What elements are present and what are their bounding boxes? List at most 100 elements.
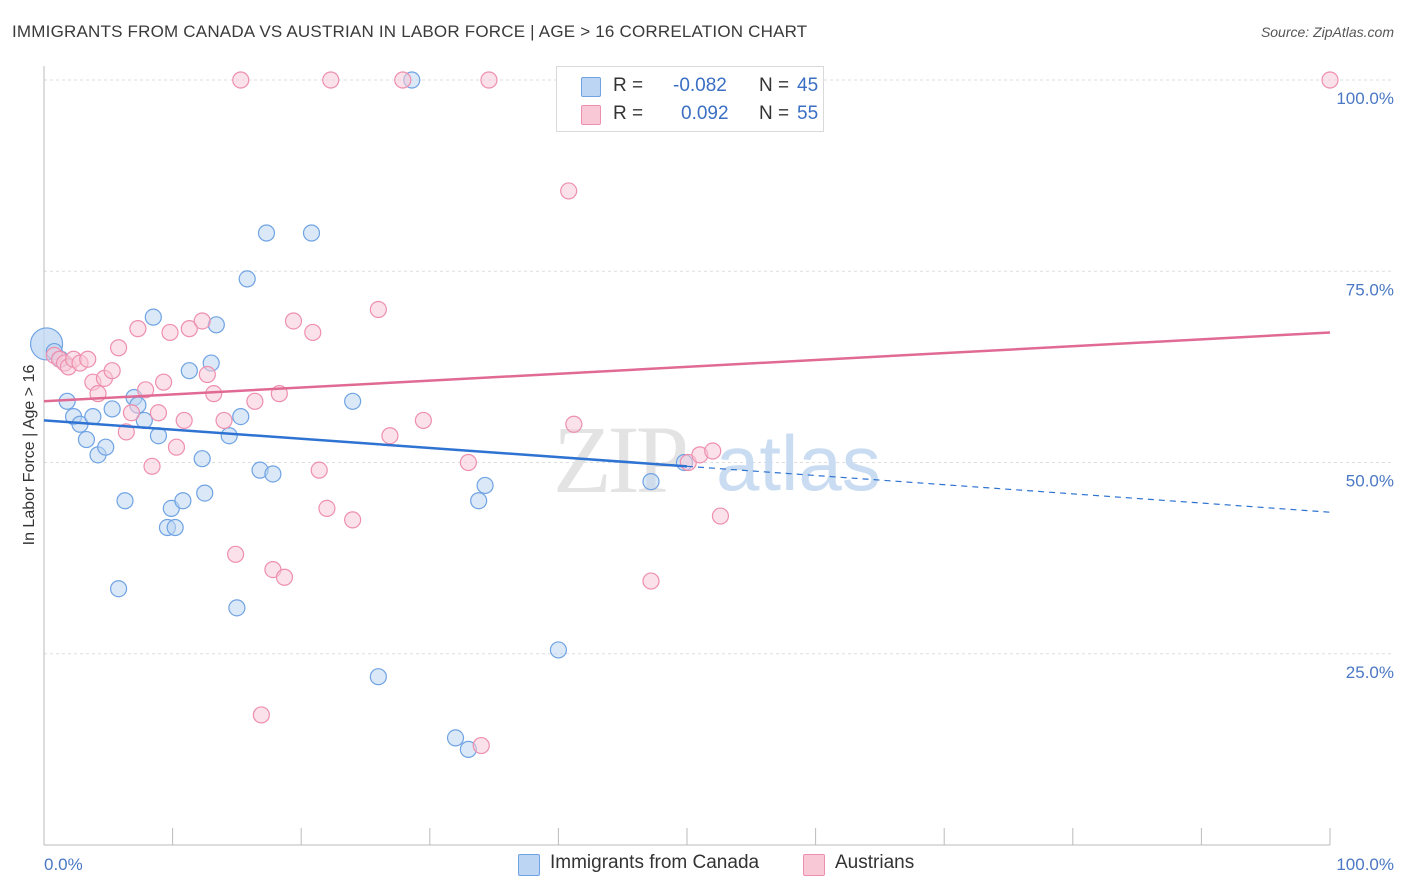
data-point (322, 71, 340, 89)
grid-lines (44, 79, 1394, 655)
r-value: -0.082 (673, 75, 727, 96)
n-value: 45 (797, 75, 819, 96)
data-point (193, 450, 211, 468)
n-label: N = (759, 75, 790, 96)
data-point (275, 568, 294, 586)
data-point (446, 729, 465, 747)
watermark: ZIP atlas (553, 406, 881, 513)
data-point (642, 572, 660, 590)
data-point (79, 350, 97, 368)
data-point (161, 323, 179, 342)
data-point (174, 492, 192, 510)
n-label: N = (759, 103, 790, 124)
data-point (77, 430, 96, 449)
data-point (84, 408, 102, 426)
legend-swatch-canada (518, 854, 540, 876)
data-point (264, 465, 282, 483)
r-label: R = (613, 75, 644, 96)
y-tick-label: 25.0% (1346, 663, 1394, 682)
data-point (154, 373, 173, 391)
trend-line-austrians (43, 331, 1331, 403)
data-point (344, 392, 362, 410)
legend-label-canada: Immigrants from Canada (550, 852, 760, 873)
data-point (394, 71, 412, 89)
trend-lines (43, 331, 1331, 513)
y-tick-labels: 25.0% 50.0% 75.0% 100.0% (1336, 89, 1394, 682)
data-point (109, 580, 128, 598)
data-point (220, 427, 238, 445)
data-point (122, 404, 141, 422)
data-point (207, 316, 225, 334)
data-point (143, 457, 161, 475)
data-point (472, 736, 490, 755)
data-point (227, 545, 245, 563)
legend-label-austrians: Austrians (835, 852, 915, 873)
data-point (103, 362, 121, 380)
data-point (149, 404, 168, 422)
y-axis-label: In Labor Force | Age > 16 (21, 365, 38, 546)
data-point (381, 427, 399, 445)
data-point (711, 507, 730, 525)
data-point (129, 320, 147, 338)
data-point (565, 415, 583, 433)
x-tick-label-max: 100.0% (1336, 855, 1394, 874)
data-point (215, 411, 233, 430)
x-axis-ticks (43, 828, 1331, 845)
y-tick-label: 100.0% (1336, 89, 1394, 108)
data-point (196, 484, 214, 502)
data-point (144, 308, 162, 326)
data-point (480, 71, 498, 89)
data-point (704, 442, 722, 460)
chart-title: IMMIGRANTS FROM CANADA VS AUSTRIAN IN LA… (12, 22, 808, 41)
r-label: R = (613, 103, 644, 124)
data-point (232, 71, 250, 89)
data-point (136, 381, 155, 399)
data-point (198, 365, 216, 384)
data-point (369, 668, 387, 686)
series-austrians (45, 71, 1339, 755)
data-point (476, 476, 494, 495)
data-point (193, 312, 211, 330)
data-point (97, 438, 115, 456)
r-value: 0.092 (681, 103, 729, 124)
data-point (103, 400, 121, 418)
data-point (117, 423, 135, 441)
swatch-austrians (581, 105, 601, 125)
data-point (166, 518, 184, 537)
data-point (109, 339, 128, 357)
series-legend: Immigrants from Canada Austrians (0, 852, 1406, 878)
data-point (318, 499, 336, 517)
data-point (257, 224, 276, 242)
data-point (238, 270, 256, 288)
data-point (1321, 71, 1339, 89)
data-point (284, 312, 303, 330)
data-point (228, 599, 246, 617)
data-point (310, 461, 328, 479)
data-point (180, 320, 198, 338)
data-point (246, 392, 264, 410)
data-point (302, 224, 321, 242)
data-point (167, 438, 186, 456)
n-value: 55 (797, 103, 819, 124)
watermark-atlas: atlas (716, 419, 881, 507)
trend-line-canada-extension (686, 465, 1331, 513)
stats-legend: R = -0.082 N = 45 R = 0.092 N = 55 (556, 66, 824, 132)
y-tick-label: 50.0% (1346, 472, 1394, 491)
data-point (459, 453, 477, 472)
data-point (470, 492, 488, 510)
data-point (414, 411, 432, 430)
data-point (175, 411, 193, 430)
y-tick-label: 75.0% (1346, 280, 1394, 299)
data-point (560, 182, 578, 200)
data-point (116, 492, 134, 510)
data-point (369, 300, 387, 319)
swatch-canada (581, 77, 601, 97)
data-point (232, 408, 250, 426)
data-point (252, 706, 270, 724)
data-point (344, 511, 362, 529)
data-point (304, 323, 322, 342)
legend-swatch-austrians (803, 854, 825, 876)
data-point (642, 473, 660, 491)
data-point (180, 362, 198, 380)
